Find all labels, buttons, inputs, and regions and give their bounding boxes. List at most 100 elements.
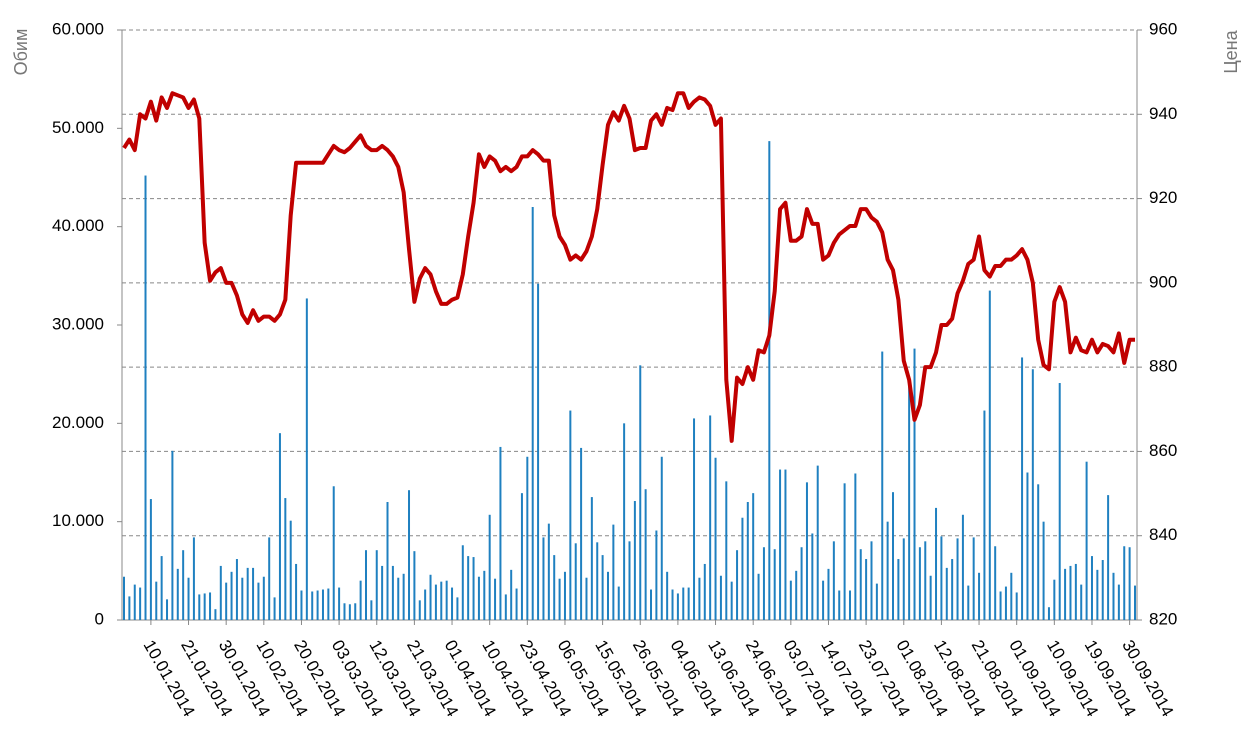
bar <box>639 365 642 620</box>
bar <box>526 456 529 620</box>
bar <box>967 585 970 620</box>
bar <box>606 571 609 620</box>
bar <box>440 581 443 620</box>
bar <box>644 489 647 620</box>
bar <box>402 573 405 620</box>
y2-tick-label: 840 <box>1149 525 1177 544</box>
bar <box>1080 584 1083 620</box>
y2-tick-label: 900 <box>1149 272 1177 291</box>
bar <box>762 547 765 620</box>
bar <box>209 592 212 620</box>
bar <box>660 456 663 620</box>
bar <box>838 590 841 620</box>
bar <box>1047 607 1050 620</box>
bar <box>1031 369 1034 620</box>
y-tick-label: 30.000 <box>52 314 104 333</box>
bar <box>585 577 588 620</box>
bar <box>456 597 459 620</box>
bar <box>897 559 900 620</box>
bar <box>1010 572 1013 620</box>
bar <box>1015 592 1018 620</box>
bar <box>262 576 265 620</box>
bar <box>671 589 674 620</box>
bar <box>246 567 249 620</box>
bar <box>1021 357 1024 620</box>
bar <box>978 572 981 620</box>
bar <box>563 571 566 620</box>
bar <box>166 599 169 620</box>
bar <box>816 465 819 620</box>
bar <box>961 514 964 620</box>
bar <box>875 583 878 620</box>
bar <box>160 556 163 620</box>
bar <box>682 587 685 620</box>
bar <box>477 576 480 620</box>
bar <box>951 559 954 620</box>
y-tick-label: 60.000 <box>52 19 104 38</box>
bar <box>918 547 921 620</box>
bar <box>741 517 744 620</box>
bar <box>709 415 712 620</box>
bar <box>488 514 491 620</box>
bar <box>779 469 782 620</box>
bar <box>461 545 464 620</box>
bar <box>494 578 497 620</box>
bar <box>316 590 319 620</box>
bar <box>268 537 271 620</box>
bar <box>149 499 152 620</box>
bar <box>1107 495 1110 620</box>
bar <box>338 587 341 620</box>
bar <box>252 567 255 620</box>
bar <box>182 550 185 620</box>
bar <box>467 556 470 620</box>
bar <box>1101 560 1104 620</box>
bar <box>386 502 389 620</box>
bar <box>257 582 260 620</box>
bar <box>1085 461 1088 620</box>
bar <box>413 551 416 620</box>
bar <box>569 410 572 620</box>
bar <box>768 141 771 620</box>
bar <box>225 582 228 620</box>
y-tick-label: 50.000 <box>52 118 104 137</box>
bar <box>580 447 583 620</box>
bar <box>198 594 201 620</box>
y2-tick-label: 860 <box>1149 441 1177 460</box>
bar <box>558 578 561 620</box>
y-tick-label: 40.000 <box>52 216 104 235</box>
bar <box>972 537 975 620</box>
bar <box>499 446 502 620</box>
bar <box>1053 579 1056 620</box>
bar <box>128 596 131 620</box>
bar <box>719 575 722 620</box>
bar <box>311 591 314 620</box>
bar <box>1064 568 1067 620</box>
bar <box>988 290 991 620</box>
bar <box>321 589 324 620</box>
bar <box>1128 547 1131 620</box>
bar <box>187 577 190 620</box>
bar <box>892 492 895 620</box>
bar <box>633 501 636 620</box>
bar <box>332 486 335 620</box>
bar <box>381 565 384 620</box>
bar <box>628 541 631 620</box>
bar <box>730 581 733 620</box>
bar <box>537 283 540 620</box>
bar <box>956 538 959 620</box>
bar <box>929 575 932 620</box>
bar <box>612 524 615 620</box>
bar <box>1004 586 1007 620</box>
bar <box>241 577 244 620</box>
bar <box>1096 569 1099 620</box>
bar <box>327 588 330 620</box>
bar <box>822 580 825 620</box>
bar <box>832 541 835 620</box>
y-axis-title: Обим <box>11 29 31 76</box>
bar <box>451 587 454 620</box>
bar <box>219 565 222 620</box>
bar <box>278 433 281 620</box>
bar <box>547 523 550 620</box>
bar <box>230 571 233 620</box>
